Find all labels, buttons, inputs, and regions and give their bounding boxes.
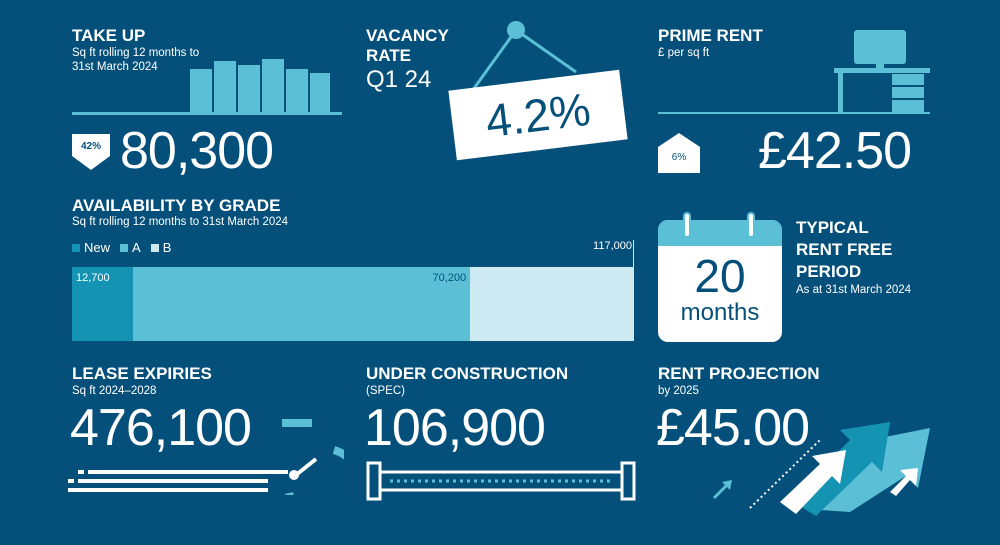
take-up-title: TAKE UP bbox=[72, 26, 146, 45]
legend-b: B bbox=[162, 240, 172, 255]
under-construction-subtitle: (SPEC) bbox=[366, 385, 405, 397]
desk-computer-icon bbox=[658, 30, 930, 114]
take-up-value: 80,300 bbox=[120, 122, 274, 180]
take-up-subtitle-1: Sq ft rolling 12 months to bbox=[72, 47, 200, 59]
vacancy-period: Q1 24 bbox=[366, 66, 432, 93]
legend-a: A bbox=[132, 240, 141, 255]
prime-rent-change: 6% bbox=[671, 152, 687, 163]
calendar-icon: 20 months bbox=[658, 220, 782, 342]
rent-projection-title: RENT PROJECTION bbox=[658, 364, 820, 383]
stopwatch-icon bbox=[68, 419, 344, 495]
rent-free-unit: months bbox=[680, 299, 760, 326]
rent-projection-subtitle: by 2025 bbox=[658, 385, 699, 397]
down-arrow-badge bbox=[72, 134, 110, 170]
bar-label-a: 70,200 bbox=[432, 272, 467, 284]
total-tick bbox=[633, 240, 634, 268]
city-buildings-icon bbox=[72, 59, 342, 115]
availability-bar: 12,700 70,200 bbox=[72, 267, 634, 341]
rent-free-title-1: TYPICAL bbox=[796, 218, 869, 237]
up-arrow-badge bbox=[658, 133, 700, 173]
rent-projection-value: £45.00 bbox=[656, 399, 810, 457]
under-construction-title: UNDER CONSTRUCTION bbox=[366, 364, 569, 383]
bar-segment-a: 70,200 bbox=[133, 267, 471, 341]
bar-segment-b bbox=[470, 267, 634, 341]
under-construction-value: 106,900 bbox=[364, 399, 546, 457]
prime-rent-title: PRIME RENT bbox=[658, 26, 763, 45]
take-up-change: 42% bbox=[80, 141, 101, 152]
bar-segment-new: 12,700 bbox=[72, 267, 133, 341]
rising-arrows-icon bbox=[712, 422, 930, 516]
bar-label-new: 12,700 bbox=[76, 272, 110, 284]
vacancy-title-2: RATE bbox=[366, 46, 412, 65]
take-up-subtitle-2: 31st March 2024 bbox=[72, 61, 158, 73]
steel-beam-icon bbox=[366, 461, 636, 501]
legend-new: New bbox=[84, 240, 111, 255]
total-label: 117,000 bbox=[593, 240, 632, 252]
lease-expiries-title: LEASE EXPIRIES bbox=[72, 364, 212, 383]
lease-expiries-value: 476,100 bbox=[70, 399, 252, 457]
chart-legend: New A B bbox=[72, 240, 171, 255]
legend-swatch-b bbox=[150, 243, 159, 252]
hanging-sign-icon bbox=[468, 21, 577, 95]
rent-free-subtitle: As at 31st March 2024 bbox=[796, 284, 912, 296]
availability-subtitle: Sq ft rolling 12 months to 31st March 20… bbox=[72, 216, 289, 228]
lease-expiries-subtitle: Sq ft 2024–2028 bbox=[72, 385, 157, 397]
prime-rent-value: £42.50 bbox=[758, 122, 912, 180]
prime-rent-subtitle: £ per sq ft bbox=[658, 47, 710, 59]
legend-swatch-new bbox=[72, 243, 80, 252]
rent-free-value: 20 bbox=[694, 250, 746, 302]
calendar-ring-right bbox=[747, 212, 755, 238]
vacancy-title-1: VACANCY bbox=[366, 26, 449, 45]
calendar-ring-left bbox=[683, 212, 691, 238]
rent-free-title-3: PERIOD bbox=[796, 262, 862, 281]
rent-free-title-2: RENT FREE bbox=[796, 240, 893, 259]
availability-title: AVAILABILITY BY GRADE bbox=[72, 196, 281, 215]
legend-swatch-a bbox=[120, 243, 129, 252]
